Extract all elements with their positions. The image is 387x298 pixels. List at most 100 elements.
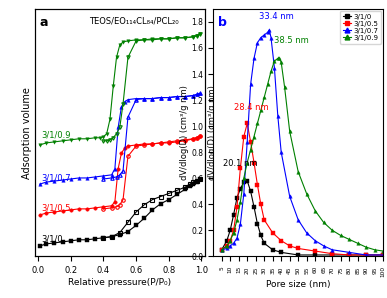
3/1/0.5 — [296, 247, 300, 250]
X-axis label: Relative pressure(P/P₀): Relative pressure(P/P₀) — [68, 278, 171, 287]
Text: TEOS/EO₁₁₄CL₈₄/PCL₂₀: TEOS/EO₁₁₄CL₈₄/PCL₂₀ — [89, 16, 178, 25]
3/1/0.5 — [381, 253, 385, 257]
3/1/0.5 — [279, 239, 284, 243]
3/1/0 — [330, 253, 334, 257]
3/1/0.5 — [219, 248, 224, 252]
3/1/0.9 — [224, 244, 229, 248]
3/1/0.7 — [255, 41, 260, 45]
3/1/0.5 — [241, 135, 246, 138]
3/1/0.7 — [248, 83, 253, 86]
3/1/0.9 — [381, 249, 385, 253]
3/1/0 — [279, 251, 284, 254]
3/1/0.7 — [224, 247, 229, 250]
3/1/0 — [252, 205, 256, 209]
Line: 3/1/0: 3/1/0 — [220, 179, 385, 257]
3/1/0 — [296, 253, 300, 257]
3/1/0.9 — [288, 130, 292, 133]
3/1/0.5 — [235, 205, 239, 209]
3/1/0.5 — [228, 239, 233, 243]
3/1/0.9 — [330, 229, 334, 232]
3/1/0 — [364, 253, 368, 257]
3/1/0 — [228, 229, 233, 232]
3/1/0 — [231, 213, 236, 216]
3/1/0.7 — [241, 192, 246, 195]
3/1/0.9 — [228, 239, 233, 243]
3/1/0.7 — [262, 33, 267, 37]
3/1/0.9 — [304, 192, 309, 195]
3/1/0.7 — [364, 253, 368, 257]
Line: 3/1/0.5: 3/1/0.5 — [220, 122, 385, 257]
3/1/0 — [241, 180, 246, 184]
3/1/0.9 — [269, 70, 273, 73]
3/1/0 — [235, 196, 239, 199]
3/1/0.7 — [238, 222, 243, 226]
3/1/0 — [255, 222, 260, 226]
3/1/0 — [259, 234, 263, 237]
Text: 28.4 nm: 28.4 nm — [234, 103, 268, 112]
3/1/0.7 — [269, 36, 273, 39]
3/1/0.7 — [265, 31, 270, 34]
Text: a: a — [40, 16, 48, 30]
Line: 3/1/0.7: 3/1/0.7 — [220, 28, 385, 257]
3/1/0.5 — [238, 166, 243, 170]
3/1/0.9 — [338, 234, 343, 237]
3/1/0.9 — [259, 109, 263, 112]
3/1/0.9 — [231, 231, 236, 235]
Text: 33.4 nm: 33.4 nm — [259, 12, 294, 21]
3/1/0.5 — [262, 218, 267, 222]
3/1/0.5 — [288, 244, 292, 248]
3/1/0 — [224, 239, 229, 243]
3/1/0.7 — [252, 57, 256, 60]
3/1/0.7 — [313, 239, 317, 243]
3/1/0.5 — [231, 229, 236, 232]
3/1/0.7 — [304, 231, 309, 235]
3/1/0.7 — [330, 248, 334, 252]
3/1/0 — [381, 253, 385, 257]
3/1/0.9 — [313, 209, 317, 212]
3/1/0 — [238, 187, 243, 190]
3/1/0.9 — [245, 161, 250, 164]
3/1/0.9 — [255, 122, 260, 125]
3/1/0.7 — [259, 36, 263, 39]
3/1/0.7 — [228, 244, 233, 248]
3/1/0.9 — [347, 238, 351, 241]
3/1/0.7 — [272, 66, 277, 69]
3/1/0.9 — [238, 200, 243, 204]
Text: 20.1 nm: 20.1 nm — [223, 159, 258, 168]
3/1/0.9 — [279, 60, 284, 64]
3/1/0.5 — [248, 140, 253, 144]
3/1/0.5 — [347, 253, 351, 257]
3/1/0.7 — [279, 150, 284, 154]
Y-axis label: dV/dlog(D) (cm³/g nm): dV/dlog(D) (cm³/g nm) — [180, 85, 188, 180]
3/1/0.7 — [381, 253, 385, 257]
3/1/0.7 — [245, 140, 250, 144]
3/1/0.7 — [276, 114, 280, 117]
3/1/0 — [245, 179, 250, 183]
3/1/0.9 — [272, 59, 277, 63]
3/1/0.7 — [219, 248, 224, 252]
3/1/0.7 — [296, 218, 300, 222]
Y-axis label: Adsorption volume: Adsorption volume — [22, 87, 32, 179]
3/1/0.9 — [219, 248, 224, 252]
3/1/0.9 — [321, 221, 326, 224]
3/1/0.5 — [224, 244, 229, 248]
3/1/0.9 — [364, 245, 368, 249]
3/1/0.7 — [288, 195, 292, 198]
3/1/0.9 — [262, 96, 267, 99]
3/1/0.9 — [282, 85, 287, 89]
Line: 3/1/0.9: 3/1/0.9 — [220, 57, 385, 253]
3/1/0.5 — [255, 183, 260, 187]
3/1/0 — [271, 248, 275, 252]
Text: 38.5 nm: 38.5 nm — [274, 36, 309, 45]
3/1/0.7 — [347, 251, 351, 254]
Text: 3/1/0.5: 3/1/0.5 — [41, 204, 71, 213]
X-axis label: Pore size (nm): Pore size (nm) — [266, 280, 330, 289]
Legend: 3/1/0, 3/1/0.5, 3/1/0.7, 3/1/0.9: 3/1/0, 3/1/0.5, 3/1/0.7, 3/1/0.9 — [340, 11, 381, 44]
3/1/0 — [248, 190, 253, 193]
3/1/0 — [262, 241, 267, 245]
3/1/0.5 — [259, 202, 263, 206]
Y-axis label: dV/dlog(D) (cm³/g nm): dV/dlog(D) (cm³/g nm) — [207, 85, 216, 180]
3/1/0.5 — [330, 252, 334, 255]
3/1/0.9 — [248, 148, 253, 151]
3/1/0.9 — [296, 170, 300, 173]
